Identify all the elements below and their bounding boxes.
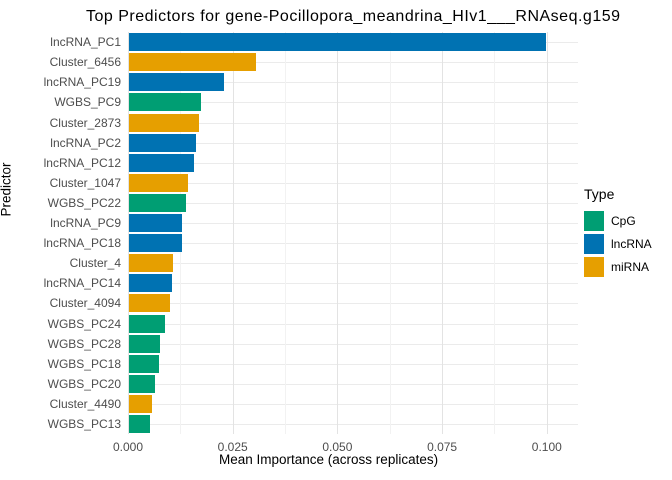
bar-lncRNA_PC2: [129, 133, 196, 152]
y-tick-label: Cluster_4490: [49, 396, 121, 411]
gridline-minor: [389, 32, 391, 434]
bar-Cluster_6456: [129, 53, 256, 72]
gridline-major: [546, 32, 548, 434]
gridline-major: [232, 32, 234, 434]
bar-lncRNA_PC1: [129, 33, 546, 52]
legend-key-swatch: [584, 211, 604, 231]
y-tick-label: Cluster_1047: [49, 175, 121, 190]
y-tick-label: WGBS_PC20: [47, 376, 121, 391]
gridline-minor: [494, 32, 496, 434]
x-tick-label: 0.050: [322, 440, 353, 454]
y-tick-label: lncRNA_PC9: [50, 216, 121, 230]
x-tick-label: 0.000: [112, 440, 144, 454]
bar-WGBS_PC13: [129, 415, 151, 433]
gridline-horizontal: [128, 62, 578, 64]
y-tick-label: Cluster_4: [69, 256, 121, 271]
y-tick-label: lncRNA_PC2: [50, 135, 121, 150]
gridline-horizontal: [128, 223, 578, 224]
bar-lncRNA_PC14: [129, 274, 172, 293]
gridline-horizontal: [128, 403, 578, 405]
gridline-horizontal: [128, 102, 578, 104]
bar-WGBS_PC24: [129, 314, 165, 333]
gridline-horizontal: [128, 383, 578, 385]
bar-WGBS_PC9: [129, 93, 201, 112]
bar-Cluster_2873: [129, 113, 199, 132]
gridline-major: [337, 32, 339, 434]
gridline-minor: [285, 32, 286, 434]
x-tick-label: 0.025: [217, 440, 248, 454]
gridline-horizontal: [128, 363, 578, 365]
gridline-horizontal: [128, 424, 578, 425]
gridline-horizontal: [128, 283, 578, 285]
y-tick-label: lncRNA_PC18: [43, 236, 121, 251]
legend-item-lncRNA: lncRNA: [584, 234, 652, 254]
y-tick-label: Cluster_6456: [49, 55, 121, 70]
legend-item-miRNA: miRNA: [584, 257, 652, 277]
gridline-horizontal: [128, 323, 578, 325]
y-axis-labels: lncRNA_PC1 Cluster_6456 lncRNA_PC19 WGBS_PC…: [0, 0, 121, 480]
gridline-major: [442, 32, 444, 434]
gridline-major: [128, 32, 129, 434]
bar-Cluster_4: [129, 254, 174, 273]
gridline-horizontal: [128, 303, 578, 305]
legend: Type CpG lncRNA miRNA: [584, 186, 652, 280]
x-tick-label: 0.100: [531, 440, 562, 454]
bar-WGBS_PC28: [129, 334, 160, 353]
y-tick-label: WGBS_PC9: [54, 95, 121, 110]
x-axis-labels: 0.000 0.025 0.050 0.075 0.100: [0, 440, 672, 456]
legend-key-swatch: [584, 234, 604, 254]
bar-WGBS_PC18: [129, 354, 159, 373]
y-tick-label: lncRNA_PC19: [43, 75, 121, 90]
y-tick-label: WGBS_PC13: [47, 417, 121, 431]
bar-Cluster_4094: [129, 294, 170, 313]
gridline-horizontal: [128, 202, 578, 204]
y-tick-label: WGBS_PC22: [47, 195, 121, 210]
legend-label: lncRNA: [611, 237, 652, 251]
y-tick-label: lncRNA_PC14: [43, 276, 121, 291]
gridline-horizontal: [128, 263, 578, 265]
y-tick-label: WGBS_PC24: [47, 316, 121, 331]
gridline-horizontal: [128, 343, 578, 345]
legend-label: miRNA: [611, 260, 649, 274]
bar-WGBS_PC20: [129, 374, 155, 393]
gridline-horizontal: [128, 142, 578, 144]
gridline-minor: [180, 32, 182, 434]
legend-label: CpG: [611, 214, 636, 228]
gridline-horizontal: [128, 243, 578, 245]
bar-lncRNA_PC18: [129, 234, 182, 253]
gridline-horizontal: [128, 82, 578, 84]
bar-lncRNA_PC9: [129, 214, 183, 232]
legend-item-CpG: CpG: [584, 211, 652, 231]
bar-lncRNA_PC12: [129, 153, 195, 172]
y-tick-label: Cluster_2873: [49, 115, 121, 130]
gridline-horizontal: [128, 122, 578, 124]
y-tick-label: lncRNA_PC1: [50, 35, 121, 49]
x-tick-label: 0.075: [427, 440, 458, 454]
plot-panel: [128, 32, 578, 434]
bar-Cluster_4490: [129, 394, 152, 413]
gridline-horizontal: [128, 162, 578, 164]
y-tick-label: lncRNA_PC12: [43, 155, 121, 170]
bar-WGBS_PC22: [129, 193, 186, 212]
bar-lncRNA_PC19: [129, 73, 224, 92]
chart-title: Top Predictors for gene-Pocillopora_mean…: [86, 8, 621, 25]
y-tick-label: WGBS_PC18: [47, 356, 121, 371]
y-tick-label: Cluster_4094: [49, 296, 121, 311]
legend-title: Type: [584, 186, 615, 202]
x-axis-title: Mean Importance (across replicates): [219, 452, 439, 467]
y-tick-label: WGBS_PC28: [47, 336, 121, 351]
legend-key-swatch: [584, 257, 604, 277]
legend-items: CpG lncRNA miRNA: [584, 211, 652, 277]
bar-Cluster_1047: [129, 173, 188, 192]
gridline-horizontal: [128, 182, 578, 184]
